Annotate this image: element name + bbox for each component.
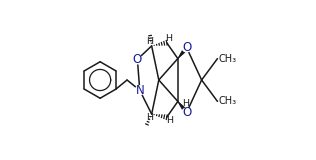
Circle shape xyxy=(133,55,142,64)
Text: H: H xyxy=(166,34,173,43)
Text: H: H xyxy=(146,113,153,122)
Text: O: O xyxy=(133,53,142,66)
Text: H: H xyxy=(167,116,173,125)
Text: CH₃: CH₃ xyxy=(218,96,236,106)
Text: O: O xyxy=(182,41,191,54)
Text: N: N xyxy=(135,84,144,97)
Polygon shape xyxy=(178,46,189,59)
Circle shape xyxy=(182,43,191,52)
Text: H: H xyxy=(182,99,189,108)
Text: CH₃: CH₃ xyxy=(218,54,236,64)
Circle shape xyxy=(135,86,144,95)
Polygon shape xyxy=(178,101,187,112)
Text: H: H xyxy=(146,37,153,46)
Text: O: O xyxy=(182,106,191,119)
Polygon shape xyxy=(178,48,187,59)
Polygon shape xyxy=(178,101,189,114)
Circle shape xyxy=(182,108,191,117)
